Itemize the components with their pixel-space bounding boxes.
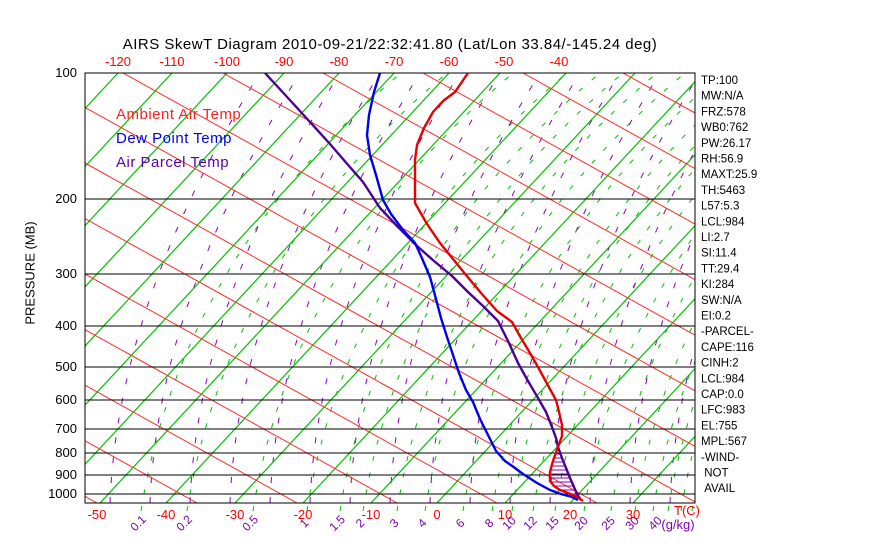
mixing-ratio-lines bbox=[140, 73, 695, 511]
svg-text:-PARCEL-: -PARCEL- bbox=[701, 326, 754, 338]
svg-text:KI:284: KI:284 bbox=[701, 279, 735, 291]
svg-text:MPL:567: MPL:567 bbox=[701, 436, 747, 448]
svg-text:-90: -90 bbox=[275, 54, 294, 69]
svg-text:-20: -20 bbox=[294, 507, 313, 522]
svg-text:RH:56.9: RH:56.9 bbox=[701, 154, 743, 166]
svg-text:-30: -30 bbox=[226, 507, 245, 522]
svg-text:200: 200 bbox=[55, 191, 77, 206]
svg-text:-10: -10 bbox=[362, 507, 381, 522]
svg-text:25: 25 bbox=[598, 513, 618, 533]
svg-text:0.2: 0.2 bbox=[173, 512, 195, 534]
svg-text:600: 600 bbox=[55, 392, 77, 407]
svg-text:WB0:762: WB0:762 bbox=[701, 122, 748, 134]
svg-text:800: 800 bbox=[55, 445, 77, 460]
svg-text:0: 0 bbox=[433, 507, 440, 522]
svg-text:-50: -50 bbox=[88, 507, 107, 522]
bottom-temperature-labels: -50 -40 -30 -20 -10 0 10 20 30 T(C) bbox=[88, 503, 700, 522]
svg-text:PW:26.17: PW:26.17 bbox=[701, 138, 751, 150]
svg-text:900: 900 bbox=[55, 467, 77, 482]
pressure-tick-labels: 100 200 300 400 500 600 700 800 900 1000 bbox=[48, 65, 77, 501]
svg-text:CINH:2: CINH:2 bbox=[701, 358, 739, 370]
svg-text:4: 4 bbox=[415, 516, 430, 531]
svg-text:LCL:984: LCL:984 bbox=[701, 216, 745, 228]
svg-text:400: 400 bbox=[55, 318, 77, 333]
svg-text:-80: -80 bbox=[330, 54, 349, 69]
pressure-axis-title: PRESSURE (MB) bbox=[22, 221, 38, 325]
svg-text:TH:5463: TH:5463 bbox=[701, 185, 745, 197]
svg-text:-110: -110 bbox=[159, 54, 184, 69]
ambient-temp-curve bbox=[413, 73, 584, 502]
dry-adiabat-lines bbox=[85, 73, 695, 503]
mixing-ratio-labels: 0.1 0.2 0.5 1 1.5 2 3 4 6 8 10 12 15 20 25 30 40(g/kg) bbox=[127, 512, 694, 534]
svg-text:300: 300 bbox=[55, 266, 77, 281]
svg-text:20: 20 bbox=[563, 507, 577, 522]
chart-title: AIRS SkewT Diagram 2010-09-21/22:32:41.8… bbox=[122, 36, 658, 53]
svg-text:T(C): T(C) bbox=[674, 503, 700, 518]
legend-air-parcel-temp: Air Parcel Temp bbox=[116, 154, 230, 171]
svg-text:12: 12 bbox=[520, 513, 540, 533]
stats-panel: TP:100 MW:N/A FRZ:578 WB0:762 PW:26.17 RH:56.… bbox=[701, 75, 757, 495]
cape-hatch-area bbox=[549, 445, 577, 496]
svg-text:SW:N/A: SW:N/A bbox=[701, 295, 742, 307]
legend-dew-point-temp: Dew Point Temp bbox=[116, 130, 232, 147]
svg-text:3: 3 bbox=[387, 516, 402, 531]
svg-text:0.1: 0.1 bbox=[127, 512, 149, 534]
svg-text:SI:11.4: SI:11.4 bbox=[701, 248, 737, 260]
svg-text:6: 6 bbox=[453, 516, 468, 531]
svg-text:15: 15 bbox=[542, 513, 562, 533]
svg-text:CAP:0.0: CAP:0.0 bbox=[701, 389, 744, 401]
plot-frame bbox=[84, 72, 696, 504]
svg-text:LFC:983: LFC:983 bbox=[701, 405, 745, 417]
svg-text:NOT: NOT bbox=[701, 468, 728, 480]
svg-text:TP:100: TP:100 bbox=[701, 75, 738, 87]
isotherm-lines bbox=[85, 73, 695, 503]
svg-text:EL:755: EL:755 bbox=[701, 420, 737, 432]
svg-text:700: 700 bbox=[55, 421, 77, 436]
svg-text:-60: -60 bbox=[440, 54, 459, 69]
svg-text:EI:0.2: EI:0.2 bbox=[701, 311, 731, 323]
svg-text:8: 8 bbox=[482, 516, 497, 531]
svg-text:-70: -70 bbox=[385, 54, 404, 69]
svg-text:AVAIL: AVAIL bbox=[701, 483, 736, 495]
svg-text:500: 500 bbox=[55, 359, 77, 374]
dewpoint-curve bbox=[365, 73, 579, 502]
svg-text:MW:N/A: MW:N/A bbox=[701, 91, 744, 103]
parcel-temp-curve bbox=[264, 73, 582, 501]
legend-ambient-air-temp: Ambient Air Temp bbox=[116, 106, 242, 123]
svg-text:1.5: 1.5 bbox=[326, 512, 348, 534]
svg-text:-50: -50 bbox=[495, 54, 514, 69]
svg-text:LCL:984: LCL:984 bbox=[701, 373, 745, 385]
svg-text:10: 10 bbox=[498, 507, 512, 522]
svg-text:L57:5.3: L57:5.3 bbox=[701, 201, 739, 213]
svg-text:CAPE:116: CAPE:116 bbox=[701, 342, 754, 354]
svg-text:1000: 1000 bbox=[48, 486, 77, 501]
top-temperature-labels: -120 -110 -100 -90 -80 -70 -60 -50 -40 bbox=[105, 54, 568, 69]
svg-text:-40: -40 bbox=[550, 54, 569, 69]
svg-text:-120: -120 bbox=[105, 54, 131, 69]
svg-text:MAXT:25.9: MAXT:25.9 bbox=[701, 169, 757, 181]
svg-text:-WIND-: -WIND- bbox=[701, 452, 739, 464]
svg-text:LI:2.7: LI:2.7 bbox=[701, 232, 730, 244]
svg-text:-40: -40 bbox=[157, 507, 176, 522]
svg-text:(g/kg): (g/kg) bbox=[661, 517, 694, 532]
svg-text:30: 30 bbox=[626, 507, 640, 522]
svg-text:TT:29.4: TT:29.4 bbox=[701, 263, 740, 275]
svg-text:100: 100 bbox=[55, 65, 77, 80]
svg-text:FRZ:578: FRZ:578 bbox=[701, 106, 746, 118]
svg-text:-100: -100 bbox=[214, 54, 240, 69]
